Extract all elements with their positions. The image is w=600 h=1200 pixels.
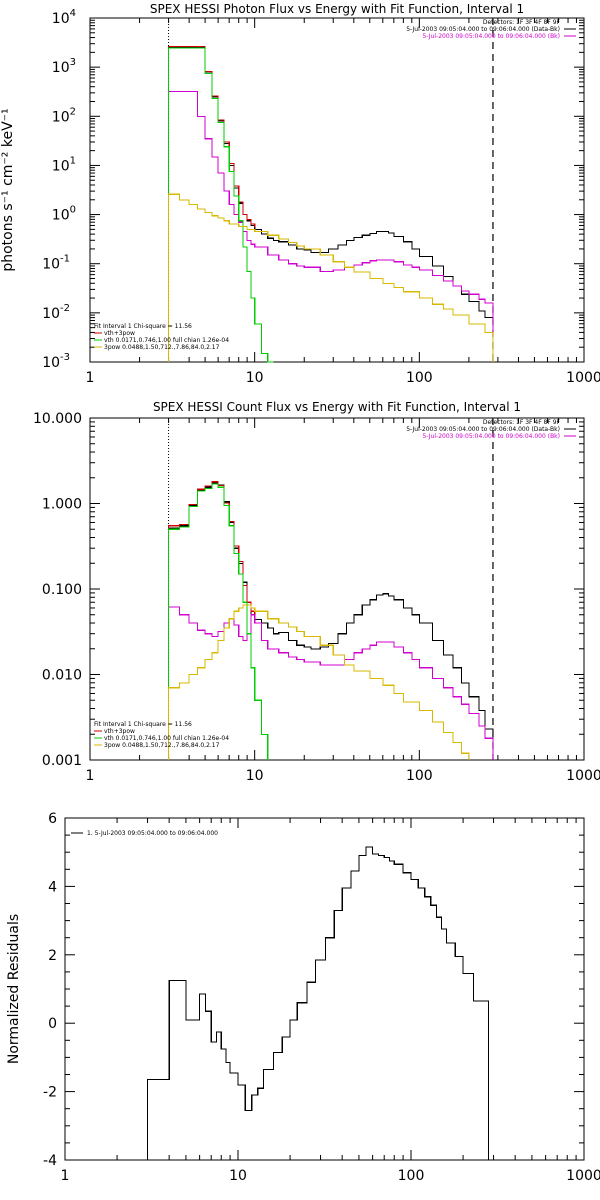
y-tick-label: 10.000 — [33, 411, 82, 427]
legend-entry: vth 0.0171,0.746,1.00 full chian 1.26e-0… — [104, 337, 229, 344]
y-tick-label: 100 — [52, 205, 76, 224]
legend-entry: Fit Interval 1 Chi-square = 11.56 — [94, 721, 192, 728]
y-tick-label: -2 — [43, 1085, 57, 1101]
plot-frame — [89, 17, 585, 363]
y-axis-label: Normalized Residuals — [6, 914, 22, 1064]
y-tick-label: 10-3 — [42, 352, 70, 371]
y-tick-label: 10-1 — [42, 254, 70, 273]
chart-1: SPEX HESSI Photon Flux vs Energy with Fi… — [0, 2, 600, 386]
plot-frame — [89, 417, 585, 761]
y-tick-label: 102 — [52, 106, 76, 125]
series-bk — [168, 606, 494, 760]
x-tick-label: 100 — [398, 1168, 425, 1184]
y-tick-exponent: 1 — [70, 155, 76, 166]
series-vth — [168, 47, 274, 363]
x-tick-label: 1 — [86, 768, 95, 784]
legend-entry: vth 0.0171,0.746,1.00 full chian 1.26e-0… — [104, 735, 229, 742]
y-tick-exponent: -1 — [60, 254, 70, 265]
chart-3: 1 10 100 1000 -4 -2 0 2 4 6 Normalized Residuals 1.… — [6, 811, 600, 1184]
legend-entry: vth+3pow — [104, 330, 135, 337]
y-tick-label: 1.000 — [42, 497, 82, 513]
y-tick-exponent: -3 — [60, 352, 70, 363]
y-tick-exponent: 3 — [70, 57, 76, 68]
y-tick-label: 10-2 — [42, 303, 70, 322]
legend-entry: vth+3pow — [104, 728, 135, 735]
x-tick-label: 1000 — [566, 370, 600, 386]
series-data-bk — [168, 482, 494, 760]
series-vth — [168, 483, 269, 760]
y-tick-label: 103 — [52, 57, 76, 76]
plot-frame — [64, 817, 585, 1161]
legend-entry: 5-Jul-2003 09:05:04.000 to 09:06:04.000 … — [422, 33, 560, 40]
legend-entry: 1. 5-Jul-2003 09:05:04.000 to 09:06:04.0… — [87, 830, 218, 837]
y-tick-label: 0.010 — [42, 668, 82, 684]
y-tick-exponent: 0 — [70, 205, 76, 216]
series-residuals — [146, 846, 489, 1160]
x-tick-label: 1000 — [566, 1168, 600, 1184]
chart-2: SPEX HESSI Count Flux vs Energy with Fit… — [33, 400, 600, 784]
y-tick-label: 0.100 — [42, 582, 82, 598]
series-vth-3pow — [168, 45, 256, 362]
series-vth-3pow — [168, 481, 256, 760]
legend-entry: 3pow 0.0488,1.50,712.,7.86,84.0,2.17 — [104, 742, 220, 749]
y-tick-label: 6 — [48, 811, 57, 827]
series-3pow — [168, 193, 494, 362]
series-data-bk — [168, 46, 494, 362]
legend-entry: Detectors: 1F 3F 4F 8F 9F — [483, 419, 561, 426]
x-tick-label: 10 — [246, 768, 264, 784]
x-tick-label: 1000 — [566, 768, 600, 784]
y-tick-label: 101 — [52, 155, 76, 174]
legend-entry: Detectors: 1F 3F 4F 8F 9F — [483, 19, 561, 26]
y-tick-label: -4 — [43, 1153, 57, 1169]
series-bk — [168, 90, 494, 362]
y-tick-exponent: 2 — [70, 106, 76, 117]
legend-entry: 5-Jul-2003 09:05:04.000 to 09:06:04.000 … — [406, 26, 560, 33]
y-tick-label: 0 — [48, 1016, 57, 1032]
x-tick-label: 1 — [86, 370, 95, 386]
legend-entry: 3pow 0.0488,1.50,712.,7.86,84.0,2.17 — [104, 344, 220, 351]
chart-title: SPEX HESSI Count Flux vs Energy with Fit… — [153, 400, 521, 414]
y-tick-label: 4 — [48, 879, 57, 895]
y-tick-label: 2 — [48, 948, 57, 964]
y-tick-exponent: 4 — [70, 8, 76, 19]
y-tick-label: 104 — [52, 8, 76, 27]
legend-entry: Fit Interval 1 Chi-square = 11.56 — [94, 323, 192, 330]
legend-entry: 5-Jul-2003 09:05:04.000 to 09:06:04.000 … — [422, 433, 560, 440]
x-tick-label: 100 — [406, 370, 433, 386]
x-tick-label: 10 — [246, 370, 264, 386]
series-3pow — [168, 604, 470, 760]
chart-title: SPEX HESSI Photon Flux vs Energy with Fi… — [150, 2, 524, 16]
x-tick-label: 10 — [229, 1168, 247, 1184]
legend-entry: 5-Jul-2003 09:05:04.000 to 09:06:04.000 … — [406, 426, 560, 433]
x-tick-label: 100 — [406, 768, 433, 784]
y-axis-label: photons s⁻¹ cm⁻² keV⁻¹ — [0, 108, 16, 271]
x-tick-label: 1 — [61, 1168, 70, 1184]
y-tick-exponent: -2 — [60, 303, 70, 314]
y-tick-label: 0.001 — [42, 753, 82, 769]
